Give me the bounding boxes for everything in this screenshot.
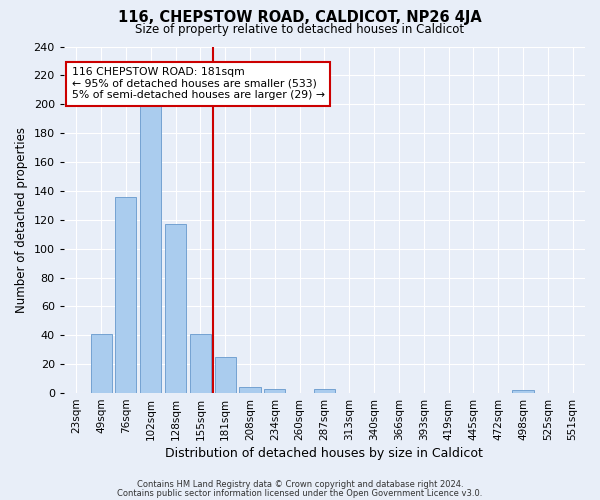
Text: Contains HM Land Registry data © Crown copyright and database right 2024.: Contains HM Land Registry data © Crown c… (137, 480, 463, 489)
Y-axis label: Number of detached properties: Number of detached properties (15, 127, 28, 313)
Text: Contains public sector information licensed under the Open Government Licence v3: Contains public sector information licen… (118, 488, 482, 498)
Bar (314, 388, 335, 393)
Text: Size of property relative to detached houses in Caldicot: Size of property relative to detached ho… (136, 22, 464, 36)
Text: 116, CHEPSTOW ROAD, CALDICOT, NP26 4JA: 116, CHEPSTOW ROAD, CALDICOT, NP26 4JA (118, 10, 482, 25)
X-axis label: Distribution of detached houses by size in Caldicot: Distribution of detached houses by size … (166, 447, 484, 460)
Bar (190, 334, 211, 393)
Bar (115, 196, 136, 393)
Bar (165, 224, 186, 393)
Bar (264, 388, 286, 393)
Bar (91, 334, 112, 393)
Bar (512, 390, 533, 393)
Bar (215, 357, 236, 393)
Bar (239, 388, 260, 393)
Bar (140, 102, 161, 393)
Text: 116 CHEPSTOW ROAD: 181sqm
← 95% of detached houses are smaller (533)
5% of semi-: 116 CHEPSTOW ROAD: 181sqm ← 95% of detac… (71, 68, 325, 100)
